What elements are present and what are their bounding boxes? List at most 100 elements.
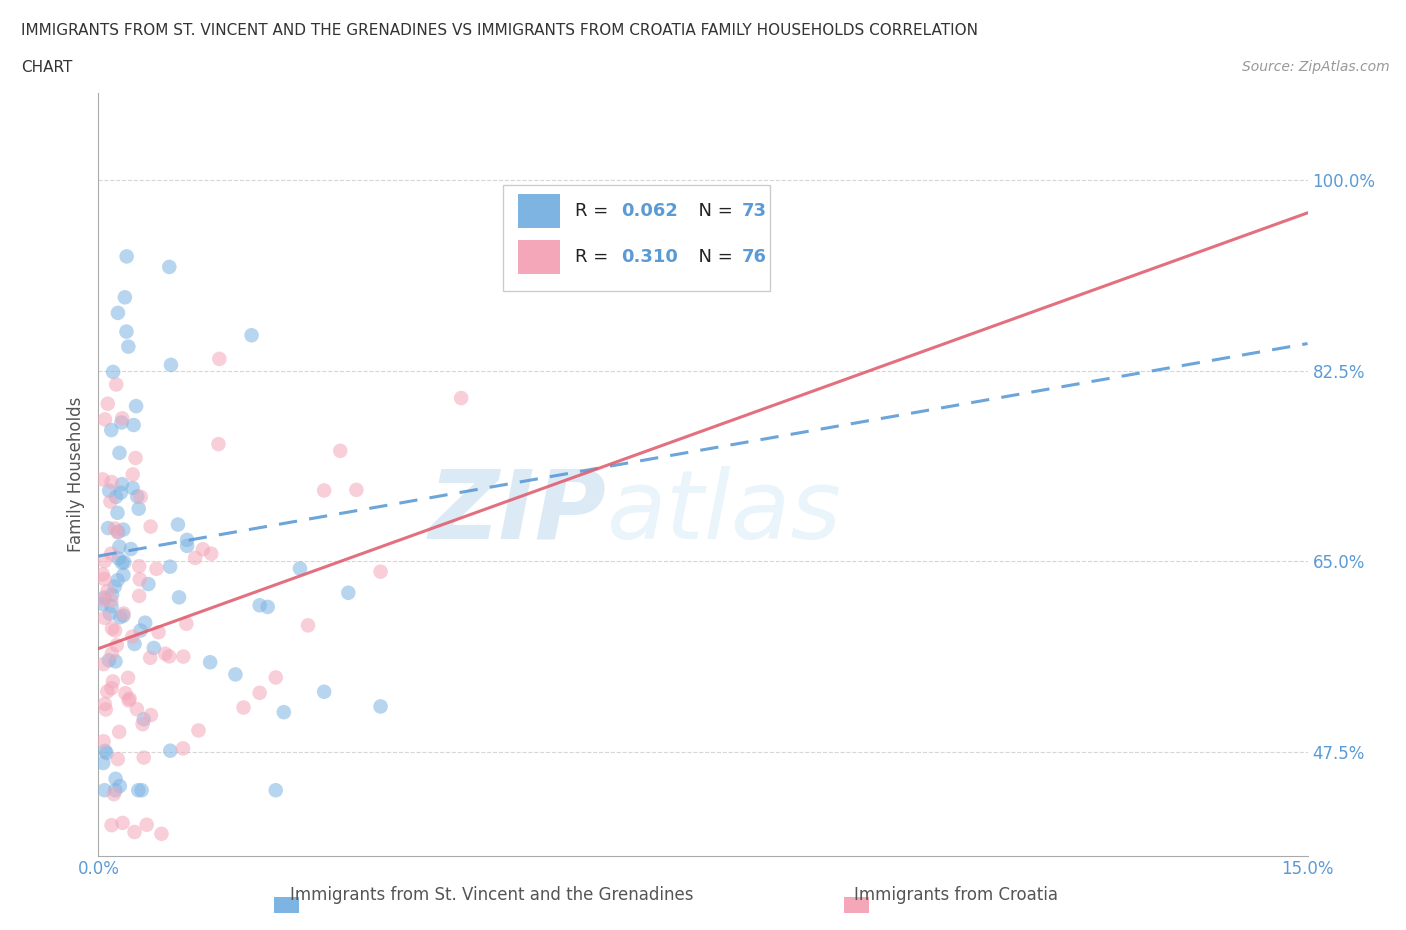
Point bbox=[167, 517, 190, 532]
Point bbox=[112, 522, 135, 537]
Point bbox=[121, 467, 143, 482]
Point bbox=[117, 671, 139, 685]
Point bbox=[107, 525, 129, 539]
Point bbox=[104, 579, 127, 594]
Point bbox=[108, 724, 131, 739]
Point bbox=[129, 623, 152, 638]
Point bbox=[93, 553, 115, 568]
Point bbox=[125, 399, 148, 414]
Point bbox=[187, 723, 209, 737]
Point bbox=[110, 610, 132, 625]
Text: 76: 76 bbox=[742, 248, 766, 266]
Point bbox=[125, 702, 148, 717]
Point bbox=[93, 591, 115, 605]
Point bbox=[91, 567, 114, 582]
Point bbox=[104, 783, 127, 798]
Point bbox=[101, 365, 124, 379]
Point bbox=[101, 674, 124, 689]
Point bbox=[96, 746, 118, 761]
Text: IMMIGRANTS FROM ST. VINCENT AND THE GRENADINES VS IMMIGRANTS FROM CROATIA FAMILY: IMMIGRANTS FROM ST. VINCENT AND THE GREN… bbox=[21, 23, 979, 38]
Point bbox=[120, 541, 142, 556]
Point bbox=[91, 755, 114, 770]
Point bbox=[107, 505, 129, 520]
Point bbox=[100, 494, 122, 509]
Point bbox=[108, 445, 131, 460]
Point bbox=[142, 641, 165, 656]
Text: Immigrants from Croatia: Immigrants from Croatia bbox=[853, 886, 1059, 904]
Point bbox=[297, 618, 319, 632]
Text: ZIP: ZIP bbox=[429, 466, 606, 559]
Text: 0.062: 0.062 bbox=[621, 202, 678, 220]
Point bbox=[112, 555, 135, 570]
Point bbox=[112, 608, 135, 623]
Point bbox=[93, 734, 115, 749]
Point bbox=[98, 606, 121, 621]
Point bbox=[157, 649, 180, 664]
Point bbox=[131, 783, 153, 798]
Point bbox=[288, 561, 311, 576]
Point bbox=[132, 751, 155, 765]
Point bbox=[139, 519, 162, 534]
Point bbox=[370, 699, 392, 714]
Point bbox=[117, 339, 139, 354]
Point bbox=[114, 685, 136, 700]
Point bbox=[101, 646, 124, 661]
Point bbox=[93, 657, 115, 671]
Point bbox=[100, 474, 122, 489]
Text: R =: R = bbox=[575, 202, 614, 220]
Bar bbox=[517, 194, 561, 229]
Point bbox=[370, 565, 392, 579]
Point bbox=[114, 290, 136, 305]
Point bbox=[91, 472, 114, 486]
Point bbox=[145, 562, 167, 577]
Point bbox=[138, 577, 160, 591]
Point bbox=[157, 259, 180, 274]
Point bbox=[198, 655, 221, 670]
Text: N =: N = bbox=[688, 248, 738, 266]
Point bbox=[107, 551, 129, 566]
Point bbox=[121, 630, 143, 644]
Point bbox=[110, 415, 132, 430]
Point bbox=[208, 352, 231, 366]
Point bbox=[112, 606, 135, 621]
Point bbox=[94, 743, 117, 758]
Point bbox=[159, 743, 181, 758]
Point bbox=[111, 477, 134, 492]
Point bbox=[107, 525, 129, 539]
Point bbox=[94, 412, 117, 427]
Point bbox=[100, 599, 122, 614]
Point bbox=[103, 787, 125, 802]
Point bbox=[127, 783, 149, 798]
Point bbox=[172, 741, 194, 756]
Point bbox=[121, 481, 143, 496]
Point bbox=[153, 646, 176, 661]
Point bbox=[264, 670, 287, 684]
Point bbox=[111, 816, 134, 830]
Point bbox=[122, 418, 145, 432]
Point bbox=[232, 700, 254, 715]
Text: Source: ZipAtlas.com: Source: ZipAtlas.com bbox=[1241, 60, 1389, 74]
Point bbox=[107, 751, 129, 766]
Point bbox=[100, 593, 122, 608]
Point bbox=[104, 521, 127, 536]
Point bbox=[176, 617, 198, 631]
Point bbox=[160, 357, 183, 372]
Point bbox=[96, 583, 118, 598]
Point bbox=[97, 396, 120, 411]
Point bbox=[150, 827, 173, 842]
Text: R =: R = bbox=[575, 248, 614, 266]
Point bbox=[240, 327, 263, 342]
Point bbox=[105, 377, 128, 392]
Point bbox=[450, 391, 472, 405]
Point bbox=[93, 572, 115, 587]
Point bbox=[132, 711, 155, 726]
Point bbox=[207, 437, 229, 452]
Point bbox=[98, 484, 121, 498]
Point bbox=[100, 817, 122, 832]
Point bbox=[167, 590, 190, 604]
Point bbox=[200, 546, 222, 561]
Point bbox=[127, 489, 149, 504]
Point bbox=[129, 489, 152, 504]
Point bbox=[159, 559, 181, 574]
Point bbox=[108, 778, 131, 793]
